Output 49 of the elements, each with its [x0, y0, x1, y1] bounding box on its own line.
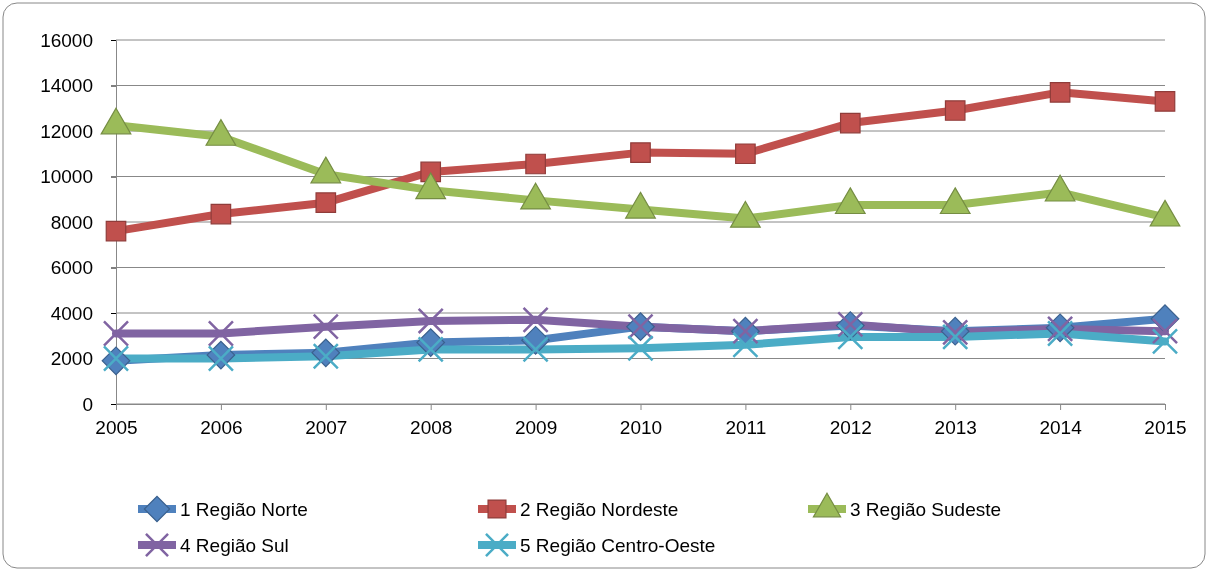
x-tick-label: 2009 — [514, 416, 558, 438]
point — [1151, 317, 1179, 345]
point — [630, 142, 651, 163]
y-tick-label: 4000 — [50, 302, 93, 324]
point — [941, 323, 969, 351]
x-tick-label: 2010 — [619, 416, 663, 438]
point — [525, 153, 546, 175]
point — [315, 192, 337, 214]
legend-label: 5 Região Centro-Oeste — [520, 535, 716, 556]
x-tick-label: 2008 — [410, 416, 453, 438]
x-tick-label: 2014 — [1039, 416, 1083, 438]
point — [627, 334, 654, 362]
x-tick-label: 2011 — [725, 416, 767, 438]
y-tick-label: 6000 — [50, 257, 93, 279]
point — [102, 320, 130, 347]
point — [1154, 91, 1176, 112]
x-tick-label: 2015 — [1144, 416, 1187, 438]
point — [732, 331, 759, 359]
y-tick-label: 10000 — [40, 166, 93, 188]
x-tick-label: 2007 — [305, 416, 348, 438]
y-tick-label: 16000 — [40, 29, 93, 51]
point — [207, 320, 235, 347]
point — [1046, 320, 1074, 347]
point — [105, 220, 127, 242]
legend-label: 3 Região Sudeste — [850, 499, 1002, 520]
y-tick-label: 8000 — [50, 211, 93, 233]
point — [312, 313, 340, 340]
point — [1151, 328, 1179, 355]
point — [839, 112, 861, 134]
legend-label: 2 Região Nordeste — [520, 499, 679, 520]
point — [522, 336, 549, 363]
y-tick-label: 12000 — [40, 120, 93, 142]
y-tick-label: 2000 — [50, 348, 93, 370]
legend-label: 1 Região Norte — [180, 499, 308, 520]
point — [1049, 81, 1071, 103]
legend-label: 4 Região Sul — [180, 535, 289, 556]
point — [522, 306, 549, 334]
point — [837, 323, 864, 351]
point — [944, 100, 966, 121]
point — [417, 307, 444, 335]
x-tick-label: 2013 — [934, 416, 977, 438]
point — [735, 143, 756, 165]
point — [210, 203, 232, 225]
x-tick-label: 2012 — [829, 416, 872, 438]
x-tick-label: 2006 — [200, 416, 243, 438]
y-tick-label: 0 — [82, 393, 93, 415]
y-tick-label: 14000 — [40, 75, 93, 97]
x-tick-label: 2005 — [95, 416, 138, 438]
point — [417, 336, 444, 363]
